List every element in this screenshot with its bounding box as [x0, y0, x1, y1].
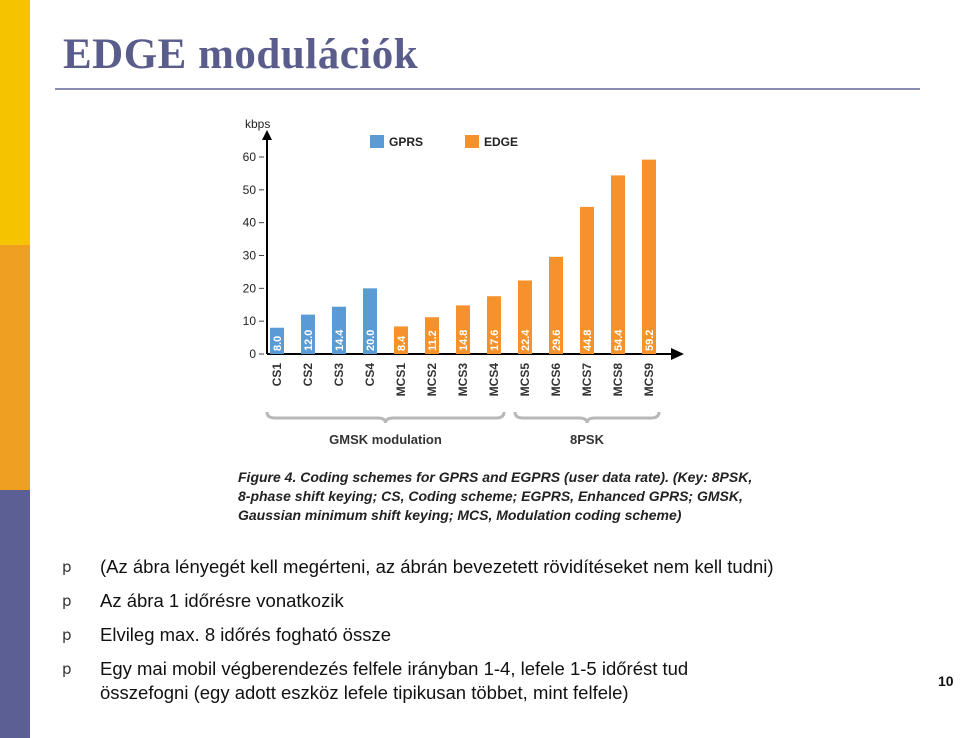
bullet-text: (Az ábra lényegét kell megérteni, az ábr… — [100, 556, 774, 577]
title-underline — [55, 88, 920, 90]
bar — [270, 327, 284, 354]
bullet-marker: p — [62, 592, 72, 610]
group-label: GMSK modulation — [329, 432, 442, 447]
bullet-text: összefogni (egy adott eszköz lefele tipi… — [100, 682, 629, 703]
bar-value-label: 12.0 — [303, 330, 315, 351]
bullet-list: p (Az ábra lényegét kell megérteni, az á… — [62, 555, 862, 715]
x-tick-label: MCS8 — [611, 363, 625, 397]
legend-label: EDGE — [484, 135, 518, 149]
bullet-marker: p — [62, 558, 72, 576]
bar — [332, 306, 346, 354]
x-tick-label: MCS7 — [580, 363, 594, 397]
x-tick-label: CS1 — [270, 363, 284, 387]
group-brace — [265, 411, 506, 424]
sidebar-segment-yellow — [0, 0, 30, 245]
legend-swatch — [465, 135, 479, 148]
x-tick-label: CS3 — [332, 363, 346, 387]
x-tick-label: CS4 — [363, 363, 377, 387]
bar-value-label: 20.0 — [365, 330, 377, 351]
bar-value-label: 22.4 — [520, 329, 532, 351]
y-tick-label: 10 — [243, 314, 257, 328]
bar — [611, 175, 625, 354]
bar-value-label: 54.4 — [613, 329, 625, 351]
bar-value-label: 8.0 — [272, 336, 284, 351]
sidebar-segment-orange — [0, 245, 30, 490]
bar-value-label: 29.6 — [551, 330, 563, 351]
bar — [518, 280, 532, 354]
bar-value-label: 14.8 — [458, 330, 470, 351]
y-tick-label: 60 — [243, 150, 257, 164]
bar — [549, 256, 563, 354]
x-tick-label: MCS3 — [456, 363, 470, 397]
figure-caption: Figure 4. Coding schemes for GPRS and EG… — [238, 468, 758, 525]
caption-line: Gaussian minimum shift keying; MCS, Modu… — [238, 507, 682, 523]
sidebar-segment-purple — [0, 490, 30, 738]
bar-value-label: 14.4 — [334, 329, 346, 351]
x-tick-label: MCS5 — [518, 363, 532, 397]
bar-value-label: 8.4 — [396, 335, 408, 351]
y-tick-label: 40 — [243, 216, 257, 230]
caption-line: 8-phase shift keying; CS, Coding scheme;… — [238, 488, 743, 504]
x-axis-arrow — [671, 348, 684, 360]
bar — [363, 288, 377, 354]
bullet-item: p Egy mai mobil végberendezés felfele ir… — [62, 657, 862, 705]
bar — [487, 296, 501, 354]
y-tick-label: 20 — [243, 281, 257, 295]
bar — [301, 314, 315, 354]
bullet-item: p Az ábra 1 időrésre vonatkozik — [62, 589, 862, 613]
slide-title: EDGE modulációk — [63, 31, 419, 78]
x-tick-label: MCS1 — [394, 363, 408, 397]
y-tick-label: 0 — [249, 347, 256, 361]
coding-scheme-chart: kbps 0 10 20 30 40 50 60 GPRS EDGE 8.0 CS1 12.0 CS2 14… — [243, 117, 684, 447]
group-brace — [513, 411, 661, 424]
bar — [456, 305, 470, 354]
bar — [394, 326, 408, 354]
bullet-item: p (Az ábra lényegét kell megérteni, az á… — [62, 555, 862, 579]
y-axis-unit-label: kbps — [245, 117, 270, 131]
x-tick-label: MCS2 — [425, 363, 439, 397]
bullet-text: Elvileg max. 8 időrés fogható össze — [100, 624, 392, 645]
y-tick-label: 50 — [243, 183, 257, 197]
bar — [580, 206, 594, 354]
x-tick-label: MCS6 — [549, 363, 563, 397]
bullet-text: Egy mai mobil végberendezés felfele irán… — [100, 658, 689, 679]
bar-value-label: 17.6 — [489, 330, 501, 351]
y-tick-label: 30 — [243, 249, 257, 263]
bar-value-label: 59.2 — [644, 330, 656, 351]
bar-value-label: 11.2 — [427, 330, 439, 351]
bullet-text: Az ábra 1 időrésre vonatkozik — [100, 590, 344, 611]
bullet-item: p Elvileg max. 8 időrés fogható össze — [62, 623, 862, 647]
bullet-marker: p — [62, 626, 72, 644]
slide-sidebar — [0, 0, 30, 738]
caption-line: Figure 4. Coding schemes for GPRS and EG… — [238, 469, 753, 485]
bar — [642, 159, 656, 354]
bar-value-label: 44.8 — [582, 330, 594, 351]
legend-swatch — [370, 135, 384, 148]
bullet-marker: p — [62, 660, 72, 678]
x-tick-label: MCS4 — [487, 363, 501, 397]
page-number: 10 — [938, 673, 954, 689]
x-tick-label: MCS9 — [642, 363, 656, 397]
bar — [425, 317, 439, 354]
group-label: 8PSK — [570, 432, 605, 447]
x-tick-label: CS2 — [301, 363, 315, 387]
y-axis-arrow — [262, 130, 272, 140]
legend-label: GPRS — [389, 135, 423, 149]
